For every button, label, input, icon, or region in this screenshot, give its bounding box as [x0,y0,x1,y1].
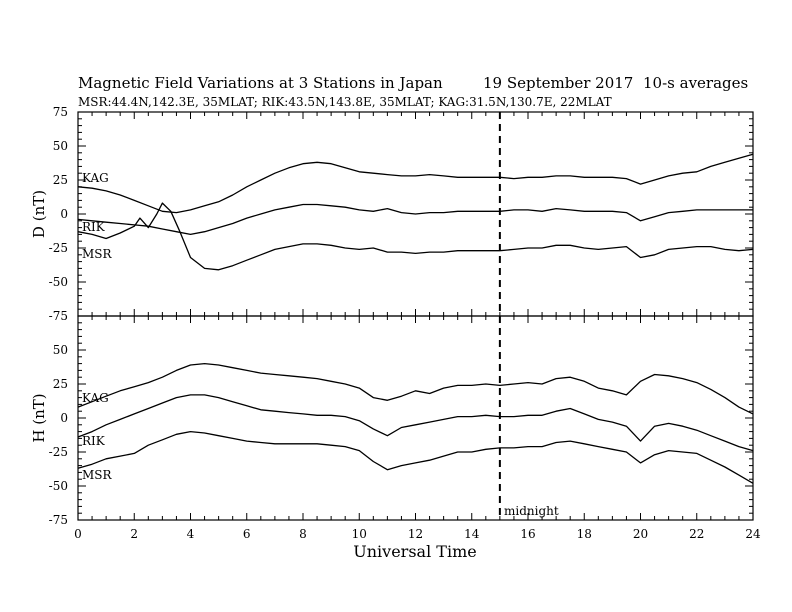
y-tick-label: -50 [49,479,68,493]
y-axis-label-d: D (nT) [30,190,48,238]
y-tick-label: 0 [60,207,68,221]
series-label-kag: KAG [82,171,109,185]
y-axis-label-h: H (nT) [30,393,48,442]
chart-averaging: 10-s averages [643,74,748,92]
y-tick-label: 25 [53,377,68,391]
y-tick-label: 50 [53,139,68,153]
y-tick-label: 50 [53,343,68,357]
y-tick-label: -75 [49,309,68,323]
x-axis-label: Universal Time [353,542,476,561]
x-tick-label: 22 [689,527,704,541]
x-tick-label: 6 [243,527,251,541]
series-label-rik: RIK [82,434,106,448]
series-line-rik [77,394,754,452]
x-tick-label: 4 [187,527,195,541]
series-label-msr: MSR [82,468,113,482]
y-tick-label: -25 [49,241,68,255]
x-tick-label: 2 [130,527,138,541]
series-label-msr: MSR [82,247,113,261]
y-tick-label: 75 [53,105,68,119]
panel-h-frame [77,315,754,521]
y-tick-label: -75 [49,513,68,527]
series-label-rik: RIK [82,220,106,234]
x-tick-label: 14 [464,527,480,541]
x-tick-label: 24 [745,527,761,541]
series-line-msr [77,430,754,484]
chart-date: 19 September 2017 [483,74,633,92]
x-tick-label: 12 [408,527,423,541]
x-tick-label: 16 [520,527,535,541]
y-tick-label: 0 [60,411,68,425]
x-tick-label: 20 [633,527,648,541]
chart-title: Magnetic Field Variations at 3 Stations … [78,74,443,92]
series-label-kag: KAG [82,391,109,405]
midnight-label: midnight [504,504,559,518]
series-line-kag [77,362,754,415]
x-tick-label: 10 [352,527,367,541]
y-tick-label: -25 [49,445,68,459]
x-tick-label: 18 [577,527,592,541]
series-line-msr [77,202,754,271]
x-tick-label: 8 [299,527,307,541]
y-tick-label: -50 [49,275,68,289]
series-line-rik [77,203,753,236]
y-tick-label: 25 [53,173,68,187]
x-tick-label: 0 [74,527,82,541]
station-info: MSR:44.4N,142.3E, 35MLAT; RIK:43.5N,143.… [78,95,612,109]
panel-d: 75 50 25 0 -25 -50 -75 KAG RIK MSR [49,105,754,323]
series-line-kag [77,153,754,214]
